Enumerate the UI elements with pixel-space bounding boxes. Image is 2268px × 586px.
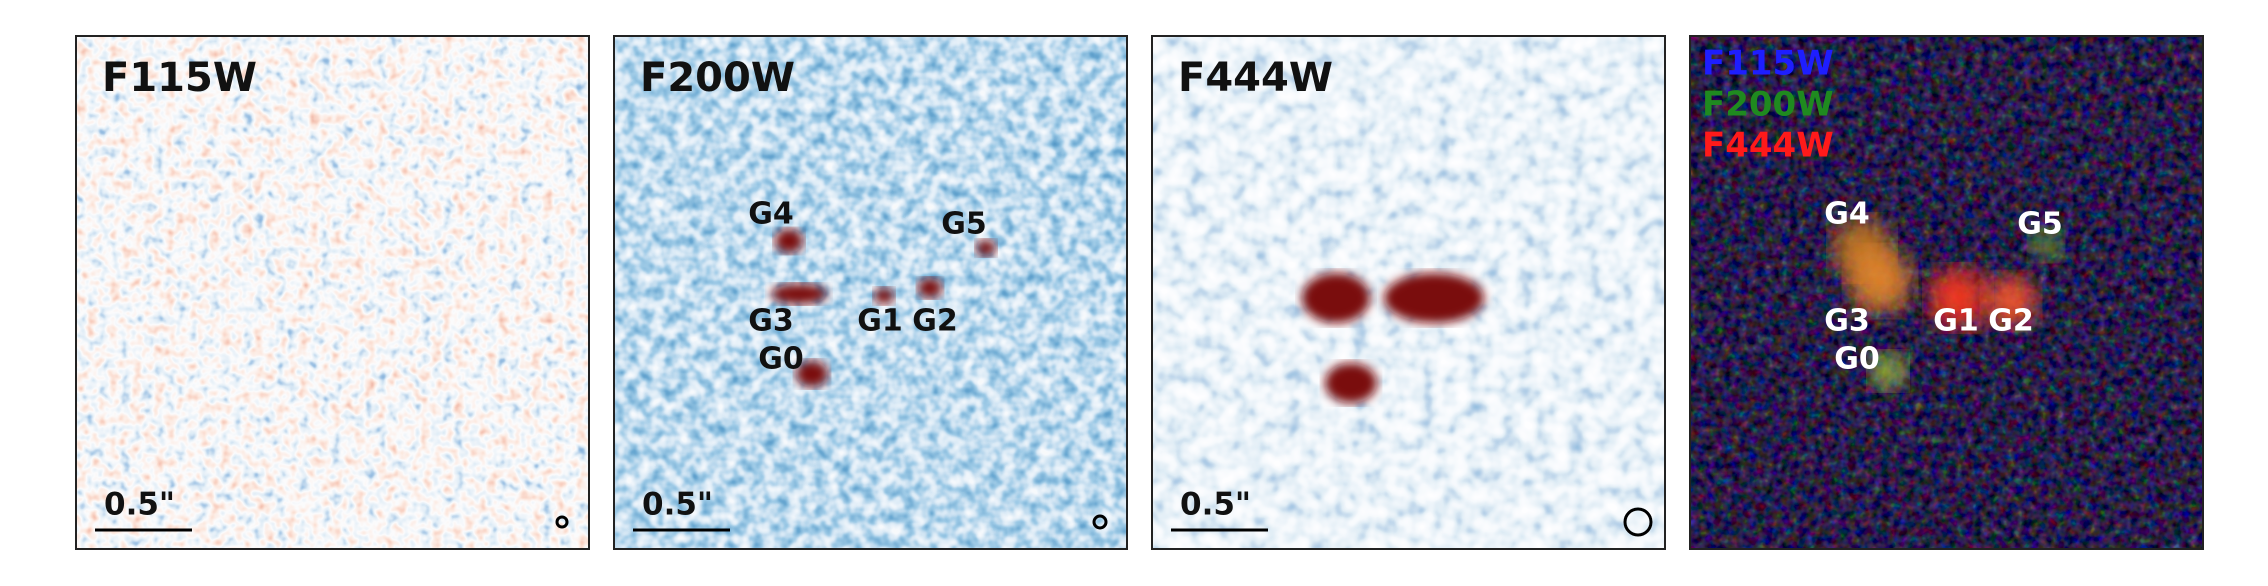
beam [1092, 514, 1108, 530]
panel-frame [1689, 35, 2204, 550]
source-blob [771, 284, 827, 304]
source-blob [1302, 273, 1370, 323]
source-blob [874, 288, 894, 304]
noise [76, 36, 589, 549]
source-blob [976, 240, 996, 256]
source-label: G2 [912, 304, 958, 339]
source-label: G4 [1824, 197, 1870, 232]
source-blob [1985, 275, 2037, 327]
panel-frame [75, 35, 590, 550]
panel: F115W 0.5" [75, 35, 590, 550]
source-label: G0 [758, 342, 804, 377]
panel-image [1152, 36, 1665, 549]
panel-image [614, 36, 1127, 549]
legend-entry: F115W [1702, 44, 1834, 84]
beam [1623, 507, 1653, 537]
source-label: G3 [748, 304, 794, 339]
source-label: G1 [1933, 304, 1979, 339]
source-blob [775, 229, 803, 253]
scale-bar-label: 0.5" [104, 487, 175, 523]
source-blob [1870, 353, 1906, 389]
source-blob [918, 278, 942, 298]
source-blob [796, 361, 828, 387]
beam [555, 515, 569, 529]
panel-image [76, 36, 589, 549]
source-label: G5 [941, 207, 987, 242]
source-blob [1848, 249, 1912, 313]
panel-label: F115W [102, 55, 257, 101]
source-blob [1325, 363, 1377, 403]
source-label: G0 [1834, 342, 1880, 377]
panel: F200W 0.5" G4 G5 G3 G1 G2 G0 [613, 35, 1128, 550]
panel: F444W 0.5" [1151, 35, 1666, 550]
panel-image [1690, 36, 2203, 549]
source-label: G2 [1988, 304, 2034, 339]
scale-bar-label: 0.5" [1180, 487, 1251, 523]
legend-entry: F444W [1702, 126, 1834, 166]
source-blob [1928, 268, 1988, 328]
panel-label: F200W [640, 55, 795, 101]
panel-frame [1151, 35, 1666, 550]
noise [614, 36, 1127, 549]
panel-frame [613, 35, 1128, 550]
source-label: G5 [2017, 207, 2063, 242]
scale-bar-label: 0.5" [642, 487, 713, 523]
source-label: G3 [1824, 304, 1870, 339]
panel-label: F444W [1178, 55, 1333, 101]
source-blob [2030, 228, 2062, 260]
source-blob [1384, 273, 1484, 323]
source-label: G4 [748, 197, 794, 232]
source-label: G1 [857, 304, 903, 339]
legend-entry: F200W [1702, 85, 1834, 125]
